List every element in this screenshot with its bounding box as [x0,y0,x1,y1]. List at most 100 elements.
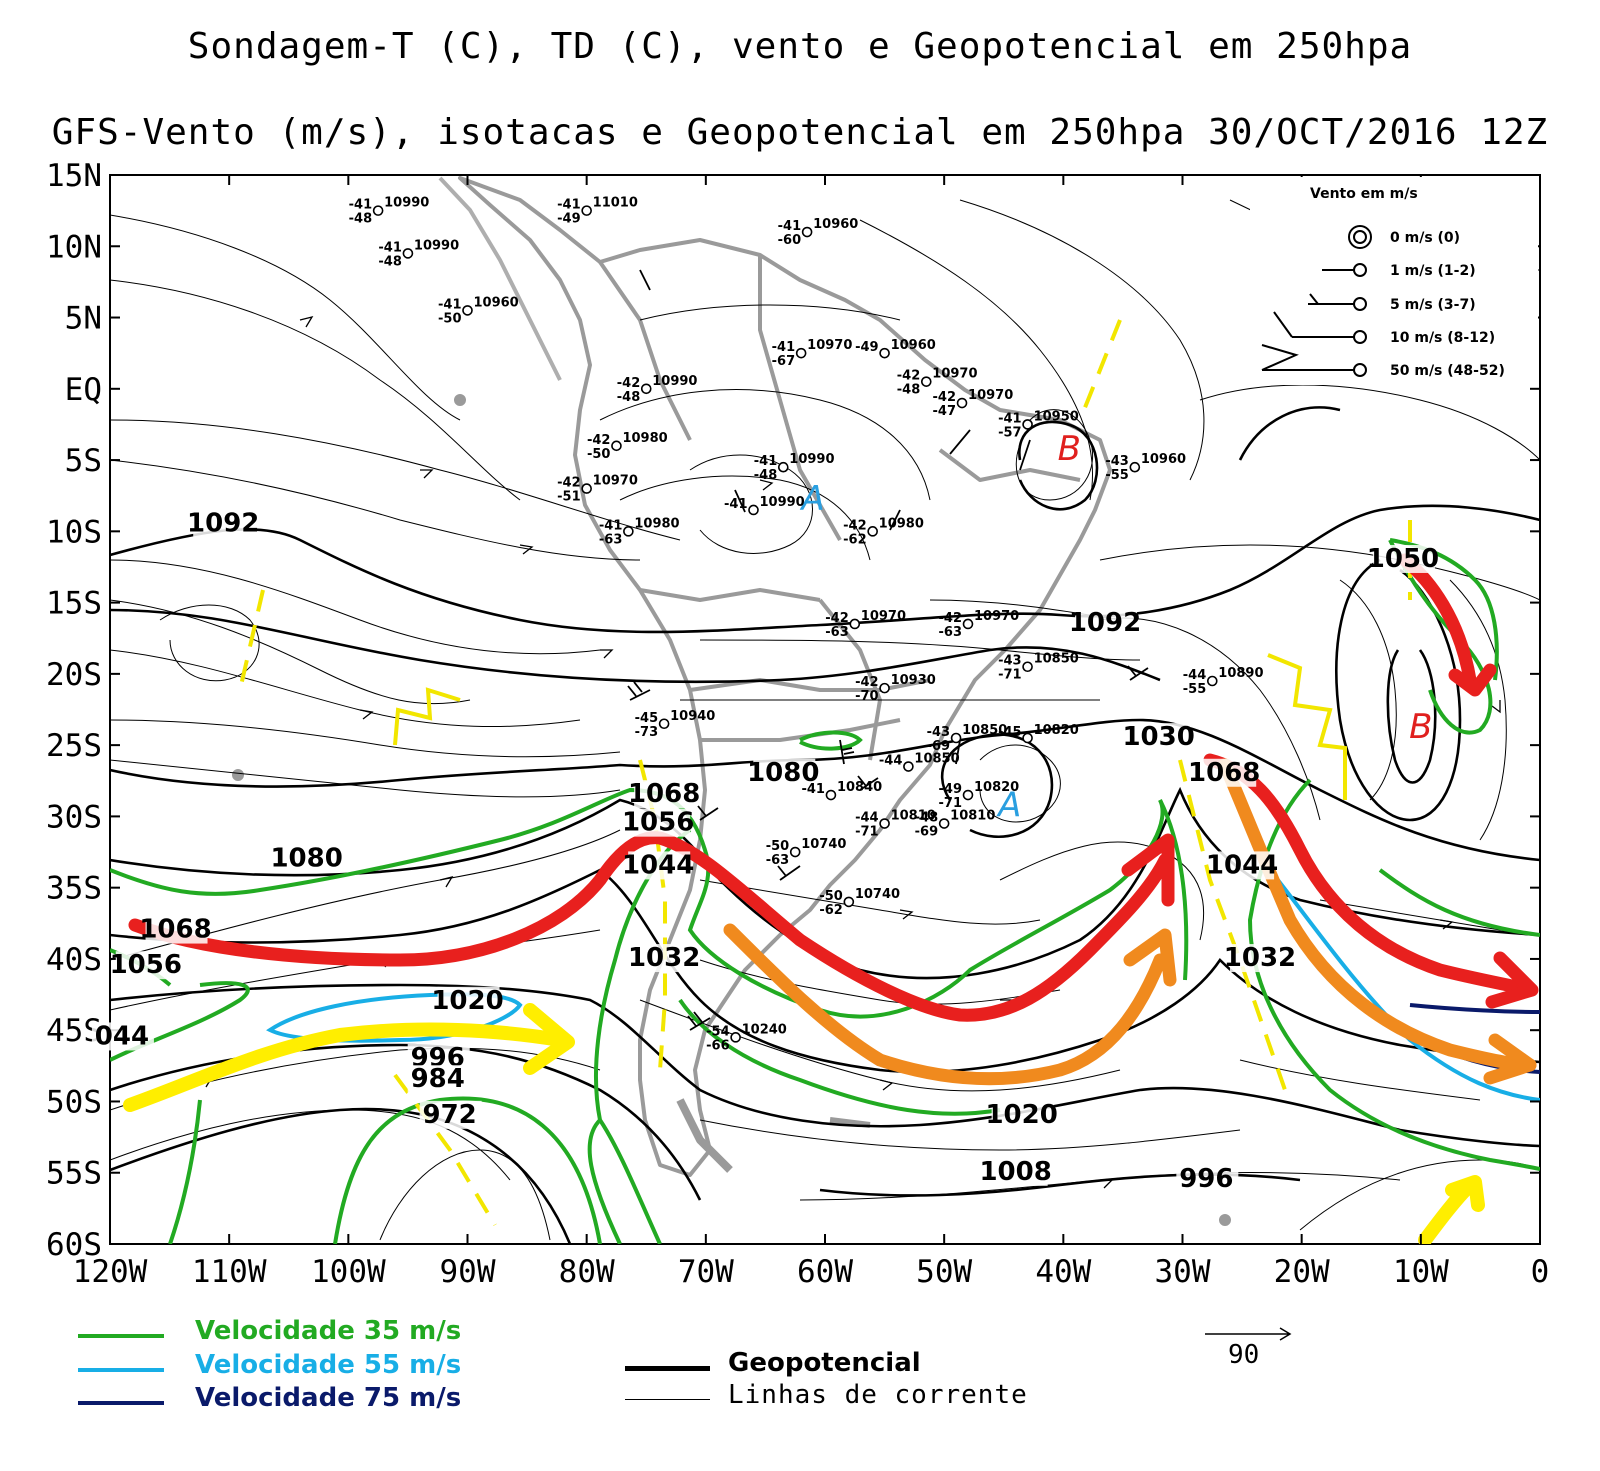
station-marker [748,504,759,516]
vector-scale-arrow [1205,1327,1292,1341]
station-temperature: -41 [599,518,623,533]
station-marker [825,789,837,801]
station-geopotential: 10960 [891,338,936,353]
red-jet-arrow [128,831,1172,1022]
station-dewpoint: -55 [1105,468,1129,483]
station-geopotential: 10970 [932,367,977,382]
lat-tick-label: 25S [46,728,102,764]
station: -42 10930 -70 [855,673,936,704]
station-dewpoint: -48 [617,390,641,405]
geopotential-label: 984 [411,1064,465,1094]
station-temperature: -41 [772,340,796,355]
station-dewpoint: -48 [754,468,778,483]
station-dewpoint: -70 [855,689,879,704]
lat-tick-label: 10N [46,229,102,265]
lat-tick-label: 55S [46,1156,102,1192]
station-marker [956,397,968,409]
station: -43 10960 -55 [1105,452,1186,483]
station-geopotential: 10990 [789,452,834,467]
station-dewpoint: -50 [587,447,611,462]
station-geopotential: 10980 [879,516,924,531]
lon-tick-label: 40W [1035,1254,1091,1290]
station: -42 10990 -48 [617,374,698,405]
station-temperature: -50 [766,839,790,854]
geopotential-label-bg [1372,544,1435,573]
station: -42 10980 -62 [843,516,924,547]
station-temperature: -41 [724,497,748,512]
lat-tick-label: 5S [65,443,102,479]
geopotential-label-bg [1194,758,1257,787]
station: -41 10990 -48 [754,452,835,483]
chart-title-line-1: Sondagem-T (C), TD (C), vento e Geopoten… [187,26,1413,67]
station-marker [903,761,914,772]
station-dewpoint: -73 [635,725,659,740]
geopotential-label: 1092 [187,508,259,538]
station-geopotential: 10990 [652,374,697,389]
station-marker [581,483,592,494]
station-geopotential: 10820 [1034,723,1079,738]
geopotential-label-bg [1176,1164,1239,1193]
station-dewpoint: -48 [378,254,402,269]
station-geopotential: 10970 [861,609,906,624]
station-temperature: -42 [617,376,641,391]
station-temperature: -49 [855,340,879,355]
geopotential-label-bg [991,1100,1054,1129]
station-marker [789,846,801,858]
geopotential-label-bg [115,951,178,980]
isotach-55-swatch [78,1368,164,1372]
geopotential-label: 972 [422,1100,476,1130]
geopotential-label-bg [753,758,816,787]
pressure-centers: A A B B [799,429,1432,825]
station-marker [1206,675,1218,687]
geopotential-label-bg [628,808,691,837]
station-marker [1022,419,1033,430]
station: -41 10990 -48 [349,196,430,227]
station-temperature: -41 [378,240,402,255]
station-geopotential: 10940 [670,709,715,724]
station-dewpoint: -50 [438,311,462,326]
geopotential-label: 1092 [1069,608,1141,638]
station-marker [950,732,962,744]
geopotential-swatch [625,1366,710,1371]
vector-scale-label: 90 [1228,1340,1260,1370]
lat-tick-label: 35S [46,871,102,907]
geopotential-label: 1044 [622,850,694,880]
lat-tick-label: 20S [46,657,102,693]
geopotential-label-bg [628,851,691,880]
geopotential-label-bg [985,1157,1048,1186]
station-dewpoint: -60 [778,233,802,248]
station-geopotential: 10990 [760,495,805,510]
geopotential-label: 1050 [1367,544,1439,574]
station-geopotential: 10820 [974,780,1019,795]
station: -41 10980 -63 [599,516,680,547]
longitude-axis: 120W 110W 100W 90W 80W 70W 60W 50W 40W 30W 20W 10W 0 [73,175,1549,1290]
station-temperature: -44 [1183,668,1207,683]
station-marker [879,818,890,829]
lat-tick-label: EQ [65,372,102,408]
wind-legend-item-2: 5 m/s (3-7) [1390,297,1476,313]
station-dewpoint: -55 [1183,682,1207,697]
geopotential-label-bg [437,986,500,1015]
station-dewpoint: -63 [939,625,963,640]
station-temperature: -45 [635,711,659,726]
station-marker [640,383,652,395]
geopotential-label: 1032 [628,943,700,973]
lat-tick-label: 5N [65,301,102,337]
station-temperature: -45 [998,725,1022,740]
high-pressure-center: A [799,479,824,519]
lon-tick-label: 90W [440,1254,496,1290]
station-dewpoint: -67 [772,354,796,369]
station: -42 10980 -50 [587,431,668,462]
station-geopotential: 10970 [974,609,1019,624]
station-geopotential: 10810 [891,809,936,824]
station-geopotential: 10240 [742,1022,787,1037]
station-temperature: -41 [557,198,581,213]
geopotential-label-bg [145,915,208,944]
lon-tick-label: 60W [797,1254,853,1290]
station: -44 10890 -55 [1183,666,1264,697]
geopotential-label: 1020 [431,986,503,1016]
station-dewpoint: -48 [897,383,921,398]
station: -45 10820 [998,723,1079,744]
station-marker [777,461,789,473]
geopotential-label: 1020 [985,1100,1057,1130]
